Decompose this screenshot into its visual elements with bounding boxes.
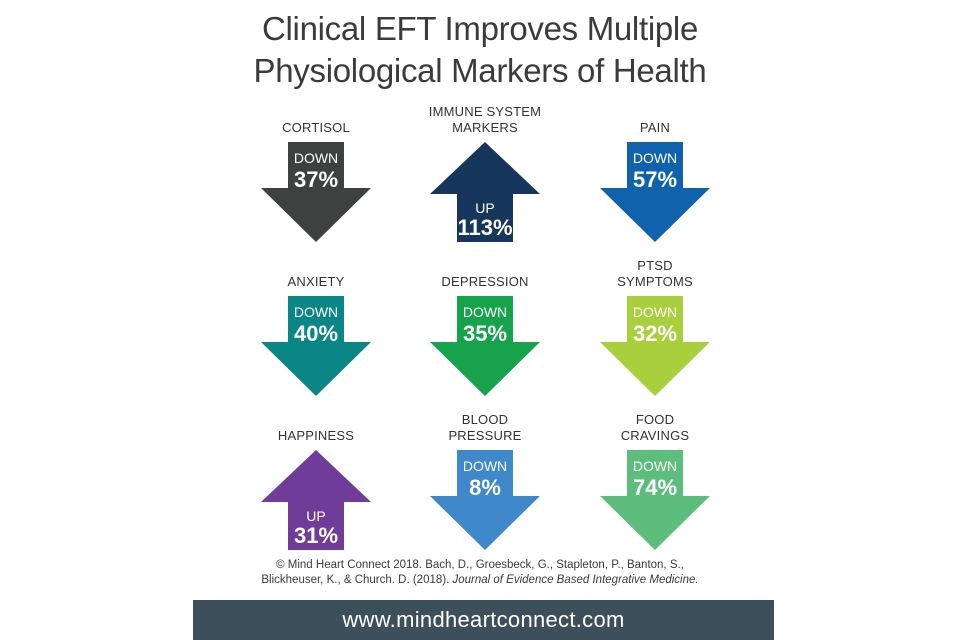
arrow-down-icon: DOWN 37% bbox=[261, 142, 371, 242]
arrow-body bbox=[261, 296, 371, 396]
citation-journal: Journal of Evidence Based Integrative Me… bbox=[452, 574, 699, 586]
marker-label: FOOD CRAVINGS bbox=[575, 412, 735, 444]
marker-label-line: CRAVINGS bbox=[620, 428, 690, 443]
marker-7: BLOOD PRESSURE DOWN 8% bbox=[405, 412, 565, 562]
marker-percent: 31% bbox=[293, 523, 339, 548]
marker-percent: 57% bbox=[632, 167, 678, 192]
arrow-body bbox=[261, 450, 371, 550]
arrow-shape bbox=[430, 142, 540, 242]
marker-label: CORTISOL bbox=[236, 120, 396, 136]
arrow-body bbox=[600, 450, 710, 550]
marker-label: PTSD SYMPTOMS bbox=[575, 258, 735, 290]
arrow-body bbox=[430, 450, 540, 550]
marker-label: ANXIETY bbox=[236, 274, 396, 290]
marker-label-line: MARKERS bbox=[452, 120, 518, 135]
marker-label-line: FOOD bbox=[635, 412, 675, 427]
marker-direction: DOWN bbox=[462, 458, 508, 474]
arrow-down-icon: DOWN 32% bbox=[600, 296, 710, 396]
marker-percent: 35% bbox=[462, 321, 508, 346]
arrow-down-icon: DOWN 35% bbox=[430, 296, 540, 396]
arrow-shape bbox=[261, 450, 371, 550]
citation: © Mind Heart Connect 2018. Bach, D., Gro… bbox=[0, 558, 960, 588]
website-banner[interactable]: www.mindheartconnect.com bbox=[193, 600, 774, 640]
arrow-down-icon: DOWN 74% bbox=[600, 450, 710, 550]
marker-label-line: IMMUNE SYSTEM bbox=[428, 104, 542, 119]
arrow-shape bbox=[600, 296, 710, 396]
marker-direction: DOWN bbox=[293, 150, 339, 166]
arrow-shape bbox=[261, 296, 371, 396]
title-line-1: Clinical EFT Improves Multiple bbox=[261, 10, 699, 47]
marker-label-line: PAIN bbox=[639, 120, 671, 135]
arrow-shape bbox=[430, 450, 540, 550]
marker-label-line: CORTISOL bbox=[282, 120, 350, 135]
marker-5: PTSD SYMPTOMS DOWN 32% bbox=[575, 258, 735, 408]
arrow-shape bbox=[600, 142, 710, 242]
marker-percent: 74% bbox=[632, 475, 678, 500]
marker-6: HAPPINESS UP 31% bbox=[236, 412, 396, 562]
marker-4: DEPRESSION DOWN 35% bbox=[405, 258, 565, 408]
marker-label: BLOOD PRESSURE bbox=[405, 412, 565, 444]
arrow-body bbox=[600, 142, 710, 242]
marker-2: PAIN DOWN 57% bbox=[575, 104, 735, 254]
marker-direction: DOWN bbox=[293, 304, 339, 320]
marker-percent: 8% bbox=[469, 475, 501, 500]
marker-direction: DOWN bbox=[632, 304, 678, 320]
arrow-body bbox=[261, 142, 371, 242]
citation-authors: Blickheuser, K., & Church. D. (2018). bbox=[261, 574, 453, 586]
marker-percent: 40% bbox=[293, 321, 339, 346]
arrow-body bbox=[430, 142, 540, 242]
arrow-down-icon: DOWN 40% bbox=[261, 296, 371, 396]
marker-label-line: HAPPINESS bbox=[277, 428, 355, 443]
marker-label: IMMUNE SYSTEM MARKERS bbox=[405, 104, 565, 136]
marker-3: ANXIETY DOWN 40% bbox=[236, 258, 396, 408]
marker-label-line: PTSD bbox=[637, 258, 673, 273]
marker-label-line: ANXIETY bbox=[287, 274, 345, 289]
marker-direction: UP bbox=[306, 508, 326, 524]
title-line-2: Physiological Markers of Health bbox=[253, 52, 707, 89]
marker-label: PAIN bbox=[575, 120, 735, 136]
marker-1: IMMUNE SYSTEM MARKERS UP 113% bbox=[405, 104, 565, 254]
arrow-up-icon: UP 31% bbox=[261, 450, 371, 550]
marker-label-line: PRESSURE bbox=[448, 428, 522, 443]
marker-label: HAPPINESS bbox=[236, 428, 396, 444]
marker-direction: UP bbox=[475, 200, 495, 216]
marker-0: CORTISOL DOWN 37% bbox=[236, 104, 396, 254]
marker-8: FOOD CRAVINGS DOWN 74% bbox=[575, 412, 735, 562]
arrow-up-icon: UP 113% bbox=[430, 142, 540, 242]
arrow-body bbox=[600, 296, 710, 396]
marker-direction: DOWN bbox=[632, 150, 678, 166]
marker-label-line: SYMPTOMS bbox=[617, 274, 693, 289]
marker-label-line: DEPRESSION bbox=[441, 274, 529, 289]
marker-direction: DOWN bbox=[632, 458, 678, 474]
arrow-down-icon: DOWN 8% bbox=[430, 450, 540, 550]
marker-direction: DOWN bbox=[462, 304, 508, 320]
marker-percent: 32% bbox=[632, 321, 678, 346]
arrow-body bbox=[430, 296, 540, 396]
arrow-shape bbox=[261, 142, 371, 242]
arrow-shape bbox=[430, 296, 540, 396]
arrow-shape bbox=[600, 450, 710, 550]
arrow-down-icon: DOWN 57% bbox=[600, 142, 710, 242]
marker-percent: 113% bbox=[457, 215, 513, 240]
citation-line-1: © Mind Heart Connect 2018. Bach, D., Gro… bbox=[276, 559, 684, 571]
citation-line-2: Blickheuser, K., & Church. D. (2018). Jo… bbox=[0, 573, 960, 588]
marker-label: DEPRESSION bbox=[405, 274, 565, 290]
marker-label-line: BLOOD bbox=[461, 412, 509, 427]
marker-percent: 37% bbox=[293, 167, 339, 192]
